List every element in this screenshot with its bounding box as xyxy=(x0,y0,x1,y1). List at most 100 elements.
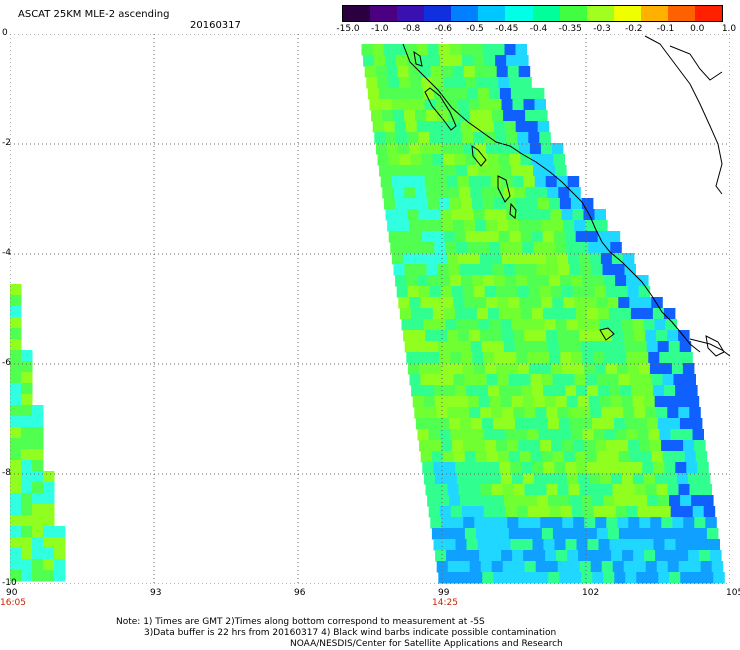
swath-cell xyxy=(555,396,568,408)
swath-cell xyxy=(470,110,482,122)
swath-cell xyxy=(475,220,487,232)
swath-cell xyxy=(508,374,520,386)
swath-cell xyxy=(642,462,654,474)
swath-cell xyxy=(533,319,545,331)
swath-cell xyxy=(662,374,674,386)
swath-cell xyxy=(526,121,539,133)
swath-cell xyxy=(536,341,549,353)
swath-cell xyxy=(692,506,705,518)
swath-cell xyxy=(416,44,428,56)
swath-cell xyxy=(405,121,418,133)
swath-cell xyxy=(385,132,397,144)
swath-cell xyxy=(43,570,55,582)
swath-cell xyxy=(568,561,581,573)
swath-cell xyxy=(537,121,550,133)
swath-cell xyxy=(586,308,599,320)
swath-cell xyxy=(549,275,561,287)
swath-cell xyxy=(646,341,659,353)
swath-cell xyxy=(445,396,458,408)
swath-cell xyxy=(659,352,671,364)
swath-cell xyxy=(534,253,547,265)
swath-cell xyxy=(397,66,410,78)
swath-cell xyxy=(43,504,55,516)
swath-cell xyxy=(505,506,518,518)
swath-cell xyxy=(518,517,530,529)
swath-cell xyxy=(667,561,680,573)
swath-cell xyxy=(394,44,406,56)
swath-cell xyxy=(572,209,584,221)
swath-cell xyxy=(457,176,470,188)
swath-cell xyxy=(650,517,662,529)
swath-cell xyxy=(583,363,596,375)
swath-cell xyxy=(570,572,582,584)
swath-cell xyxy=(517,132,529,144)
swath-cell xyxy=(43,537,55,549)
swath-cell xyxy=(500,396,513,408)
swath-cell xyxy=(446,176,459,188)
swath-cell xyxy=(451,132,463,144)
swath-cell xyxy=(590,561,603,573)
swath-cell xyxy=(10,328,22,340)
colorbar-segment xyxy=(451,6,479,21)
swath-cell xyxy=(430,143,443,155)
swath-cell xyxy=(519,374,531,386)
colorbar-label: -0.1 xyxy=(656,24,675,34)
swath-cell xyxy=(533,473,546,485)
swath-cell xyxy=(545,253,558,265)
swath-cell xyxy=(533,396,546,408)
swath-cell xyxy=(620,462,632,474)
swath-cell xyxy=(419,440,431,452)
swath-cell xyxy=(599,242,611,254)
swath-cell xyxy=(642,385,654,397)
swath-cell xyxy=(502,561,515,573)
swath-cell xyxy=(565,539,577,551)
swath-cell xyxy=(618,528,631,540)
swath-cell xyxy=(542,308,555,320)
swath-cell xyxy=(520,154,532,166)
swath-cell xyxy=(43,482,55,494)
swath-cell xyxy=(453,220,465,232)
swath-cell xyxy=(456,319,468,331)
swath-cell xyxy=(672,517,684,529)
swath-cell xyxy=(425,407,437,419)
swath-cell xyxy=(516,506,529,518)
swath-cell xyxy=(442,220,454,232)
swath-cell xyxy=(547,418,560,430)
swath-cell xyxy=(374,132,386,144)
swath-cell xyxy=(604,429,616,441)
swath-cell xyxy=(420,220,432,232)
swath-cell xyxy=(610,319,622,331)
swath-cell xyxy=(450,429,462,441)
swath-cell xyxy=(495,55,507,67)
swath-cell xyxy=(524,484,536,496)
swath-cell xyxy=(678,407,690,419)
swath-cell xyxy=(418,209,430,221)
colorbar-label: -0.3 xyxy=(593,24,611,34)
swath-cell xyxy=(43,515,55,527)
swath-cell xyxy=(448,418,461,430)
swath-cell xyxy=(459,264,471,276)
swath-cell xyxy=(462,55,474,67)
swath-cell xyxy=(519,220,531,232)
swath-cell xyxy=(523,253,536,265)
swath-cell xyxy=(552,374,564,386)
swath-cell xyxy=(684,451,697,463)
swath-cell xyxy=(599,319,611,331)
swath-cell xyxy=(563,451,576,463)
plot-title: ASCAT 25KM MLE-2 ascending xyxy=(18,9,170,20)
swath-cell xyxy=(441,517,453,529)
swath-cell xyxy=(522,396,535,408)
swath-cell xyxy=(508,528,521,540)
swath-cell xyxy=(10,394,22,406)
swath-cell xyxy=(499,539,511,551)
swath-cell xyxy=(594,363,607,375)
swath-cell xyxy=(534,99,546,111)
swath-cell xyxy=(639,440,651,452)
swath-cell xyxy=(511,319,523,331)
y-tick-label: -8 xyxy=(2,468,11,478)
swath-cell xyxy=(482,198,495,210)
swath-cell xyxy=(579,561,592,573)
swath-cell xyxy=(492,418,505,430)
swath-cell xyxy=(440,363,453,375)
swath-cell xyxy=(481,187,493,199)
